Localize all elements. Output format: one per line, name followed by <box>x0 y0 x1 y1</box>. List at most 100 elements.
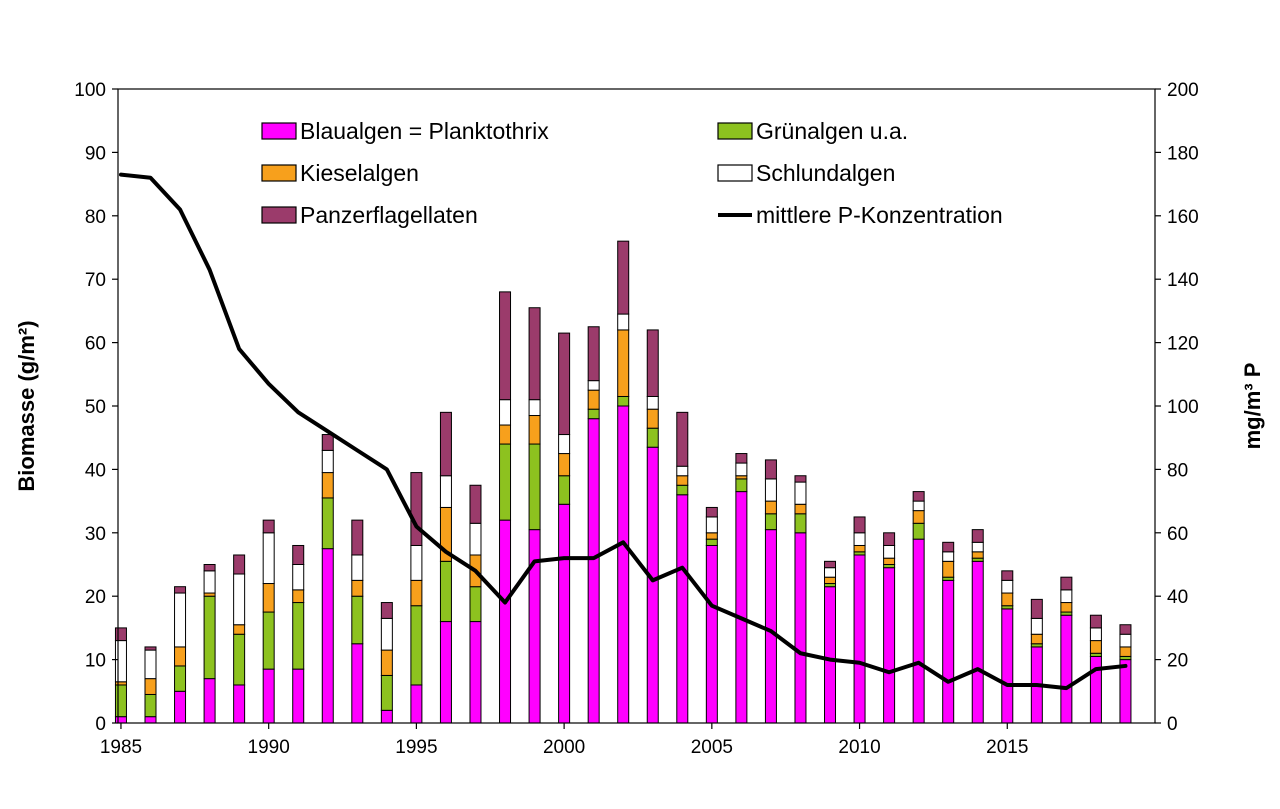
bar-segment <box>528 307 541 401</box>
bar-segment <box>794 532 807 724</box>
bar-segment <box>824 576 837 585</box>
bar-segment <box>292 564 305 591</box>
bar-segment <box>203 570 216 594</box>
bar-segment <box>912 538 925 724</box>
bar-segment <box>587 408 600 420</box>
right-tick-label: 120 <box>1167 334 1199 355</box>
bar-segment <box>1001 570 1014 581</box>
left-tick-label: 30 <box>85 524 106 545</box>
bar-segment <box>499 424 512 445</box>
bar-segment <box>144 678 157 695</box>
legend-swatch <box>261 122 297 140</box>
left-tick-label: 20 <box>85 587 106 608</box>
bar-segment <box>971 541 984 553</box>
bar-segment <box>1119 646 1132 657</box>
bar-segment <box>942 541 955 553</box>
bar-segment <box>558 475 571 505</box>
bar-segment <box>764 513 777 531</box>
right-tick-label: 100 <box>1167 397 1199 418</box>
x-tick-label: 1985 <box>100 737 142 758</box>
bar-segment <box>824 586 837 724</box>
bar-segment <box>853 554 866 724</box>
bar-segment <box>942 579 955 724</box>
bar-segment <box>380 617 393 651</box>
bar-segment <box>144 649 157 680</box>
bar-segment <box>912 510 925 524</box>
bar-segment <box>144 646 157 651</box>
bar-segment <box>646 329 659 397</box>
right-tick-label: 140 <box>1167 270 1199 291</box>
bar-segment <box>617 240 630 315</box>
bar-segment <box>1030 598 1043 619</box>
bar-segment <box>971 529 984 543</box>
right-tick-label: 0 <box>1167 714 1178 735</box>
bar-segment <box>558 332 571 436</box>
left-tick-label: 60 <box>85 334 106 355</box>
bar-segment <box>144 693 157 718</box>
bar-segment <box>174 646 187 667</box>
bar-segment <box>174 586 187 594</box>
bar-segment <box>439 621 452 724</box>
bar-segment <box>764 459 777 480</box>
bar-segment <box>942 551 955 562</box>
bar-segment <box>646 446 659 724</box>
bar-segment <box>262 611 275 670</box>
bar-segment <box>499 519 512 724</box>
bar-segment <box>764 500 777 515</box>
bar-segment <box>912 491 925 502</box>
bar-segment <box>1119 624 1132 635</box>
bar-segment <box>321 548 334 724</box>
bar-segment <box>114 716 127 724</box>
right-axis-title: mg/m³ P <box>1240 363 1265 450</box>
bar-segment <box>735 478 748 493</box>
bar-segment <box>528 443 541 531</box>
bar-segment <box>351 595 364 645</box>
bar-segment <box>971 560 984 724</box>
bar-segment <box>1060 589 1073 604</box>
bar-segment <box>380 649 393 676</box>
bar-segment <box>587 380 600 391</box>
bar-segment <box>794 475 807 483</box>
bar-segment <box>410 544 423 581</box>
bar-segment <box>676 475 689 486</box>
bar-segment <box>262 668 275 724</box>
bar-segment <box>380 709 393 724</box>
bar-segment <box>144 716 157 724</box>
bar-segment <box>233 633 246 686</box>
bar-segment <box>646 408 659 429</box>
bar-segment <box>587 326 600 382</box>
bar-segment <box>794 513 807 534</box>
bar-segment <box>174 690 187 724</box>
bar-segment <box>1060 602 1073 613</box>
bar-segment <box>174 592 187 648</box>
x-tick-label: 1995 <box>395 737 437 758</box>
legend-label: mittlere P-Konzentration <box>756 202 1003 228</box>
bar-segment <box>114 640 127 683</box>
bar-segment <box>883 567 896 724</box>
bar-segment <box>1030 617 1043 635</box>
bar-segment <box>853 516 866 534</box>
left-tick-label: 100 <box>74 80 106 101</box>
left-tick-label: 70 <box>85 270 106 291</box>
bar-segment <box>1001 608 1014 724</box>
bar-segment <box>174 665 187 692</box>
bar-segment <box>380 602 393 619</box>
x-tick-label: 2010 <box>838 737 880 758</box>
bar-segment <box>676 494 689 724</box>
right-tick-label: 180 <box>1167 143 1199 164</box>
bar-segment <box>824 560 837 569</box>
bar-segment <box>558 503 571 724</box>
right-tick-label: 80 <box>1167 460 1188 481</box>
bar-segment <box>1030 633 1043 645</box>
bar-segment <box>1001 579 1014 594</box>
left-tick-label: 0 <box>95 714 106 735</box>
p-concentration-line <box>118 172 1128 691</box>
bar-segment <box>469 586 482 623</box>
x-tick-label: 2015 <box>986 737 1028 758</box>
bar-segment <box>617 405 630 724</box>
bar-segment <box>528 529 541 724</box>
bar-segment <box>705 516 718 534</box>
left-tick-label: 40 <box>85 460 106 481</box>
bar-segment <box>439 411 452 477</box>
